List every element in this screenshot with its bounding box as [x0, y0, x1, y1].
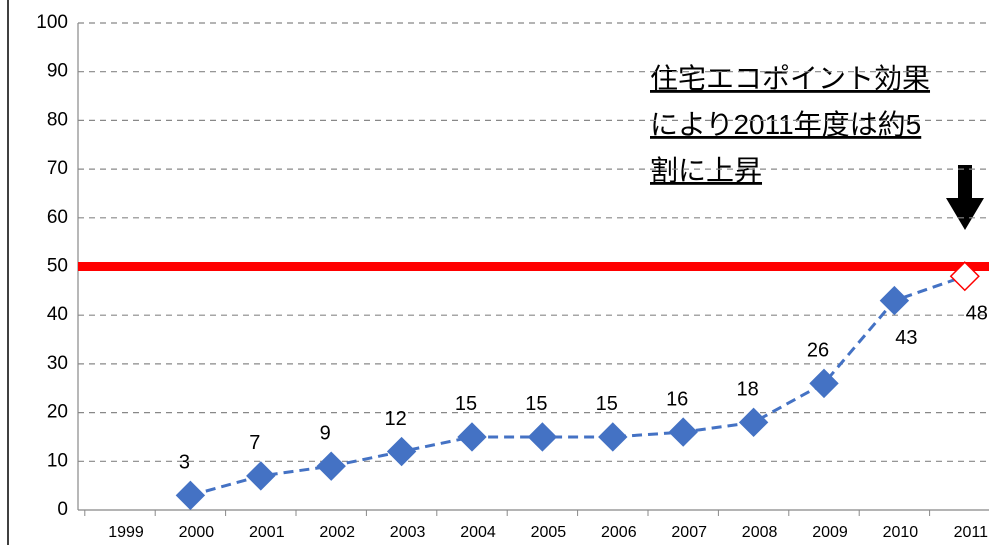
- y-tick-label: 70: [47, 158, 68, 179]
- marker: [949, 261, 980, 292]
- data-label: 9: [320, 422, 331, 444]
- x-tick-label: 2009: [812, 524, 848, 541]
- x-tick-label: 2007: [671, 524, 707, 541]
- y-tick-label: 40: [47, 304, 68, 325]
- marker: [246, 461, 276, 491]
- data-label: 15: [525, 393, 547, 415]
- data-label: 43: [895, 327, 917, 349]
- data-label: 3: [179, 452, 190, 474]
- data-label: 7: [249, 432, 260, 454]
- x-tick-label: 2000: [179, 524, 215, 541]
- marker: [668, 417, 698, 447]
- marker: [316, 451, 346, 481]
- data-label: 18: [736, 379, 758, 401]
- marker: [738, 407, 769, 438]
- x-tick-label: 2011: [954, 524, 989, 541]
- marker: [879, 285, 910, 316]
- y-tick-label: 0: [57, 499, 68, 520]
- marker: [809, 368, 839, 399]
- annotation-line: 住宅エコポイント効果: [650, 63, 930, 94]
- marker: [598, 422, 628, 452]
- marker: [527, 422, 558, 452]
- marker: [175, 480, 206, 511]
- annotation-line: 割に上昇: [650, 155, 762, 186]
- data-label: 15: [455, 393, 477, 415]
- x-tick-label: 2001: [249, 524, 285, 541]
- x-tick-label: 2003: [390, 524, 426, 541]
- data-label: 48: [966, 303, 988, 325]
- data-label: 15: [596, 393, 618, 415]
- marker: [386, 436, 417, 467]
- x-tick-label: 2004: [460, 524, 496, 541]
- y-tick-label: 50: [47, 256, 68, 277]
- x-tick-label: 1999: [108, 524, 144, 541]
- x-tick-label: 2002: [319, 524, 355, 541]
- x-tick-label: 2005: [531, 524, 567, 541]
- x-tick-label: 2006: [601, 524, 637, 541]
- y-tick-label: 90: [47, 61, 68, 82]
- arrow: [946, 165, 984, 230]
- y-tick-label: 30: [47, 353, 68, 374]
- annotation-line: により2011年度は約5: [650, 109, 921, 140]
- y-tick-label: 100: [36, 12, 68, 33]
- marker: [457, 422, 487, 452]
- x-tick-label: 2008: [742, 524, 778, 541]
- data-label: 12: [384, 408, 406, 430]
- series-line: [189, 274, 966, 497]
- y-tick-label: 60: [47, 207, 68, 228]
- x-tick-label: 2010: [883, 524, 919, 541]
- y-tick-label: 10: [47, 450, 68, 471]
- data-label: 16: [666, 388, 688, 410]
- y-tick-label: 80: [47, 109, 68, 130]
- data-label: 26: [807, 340, 829, 362]
- y-tick-label: 20: [47, 402, 68, 423]
